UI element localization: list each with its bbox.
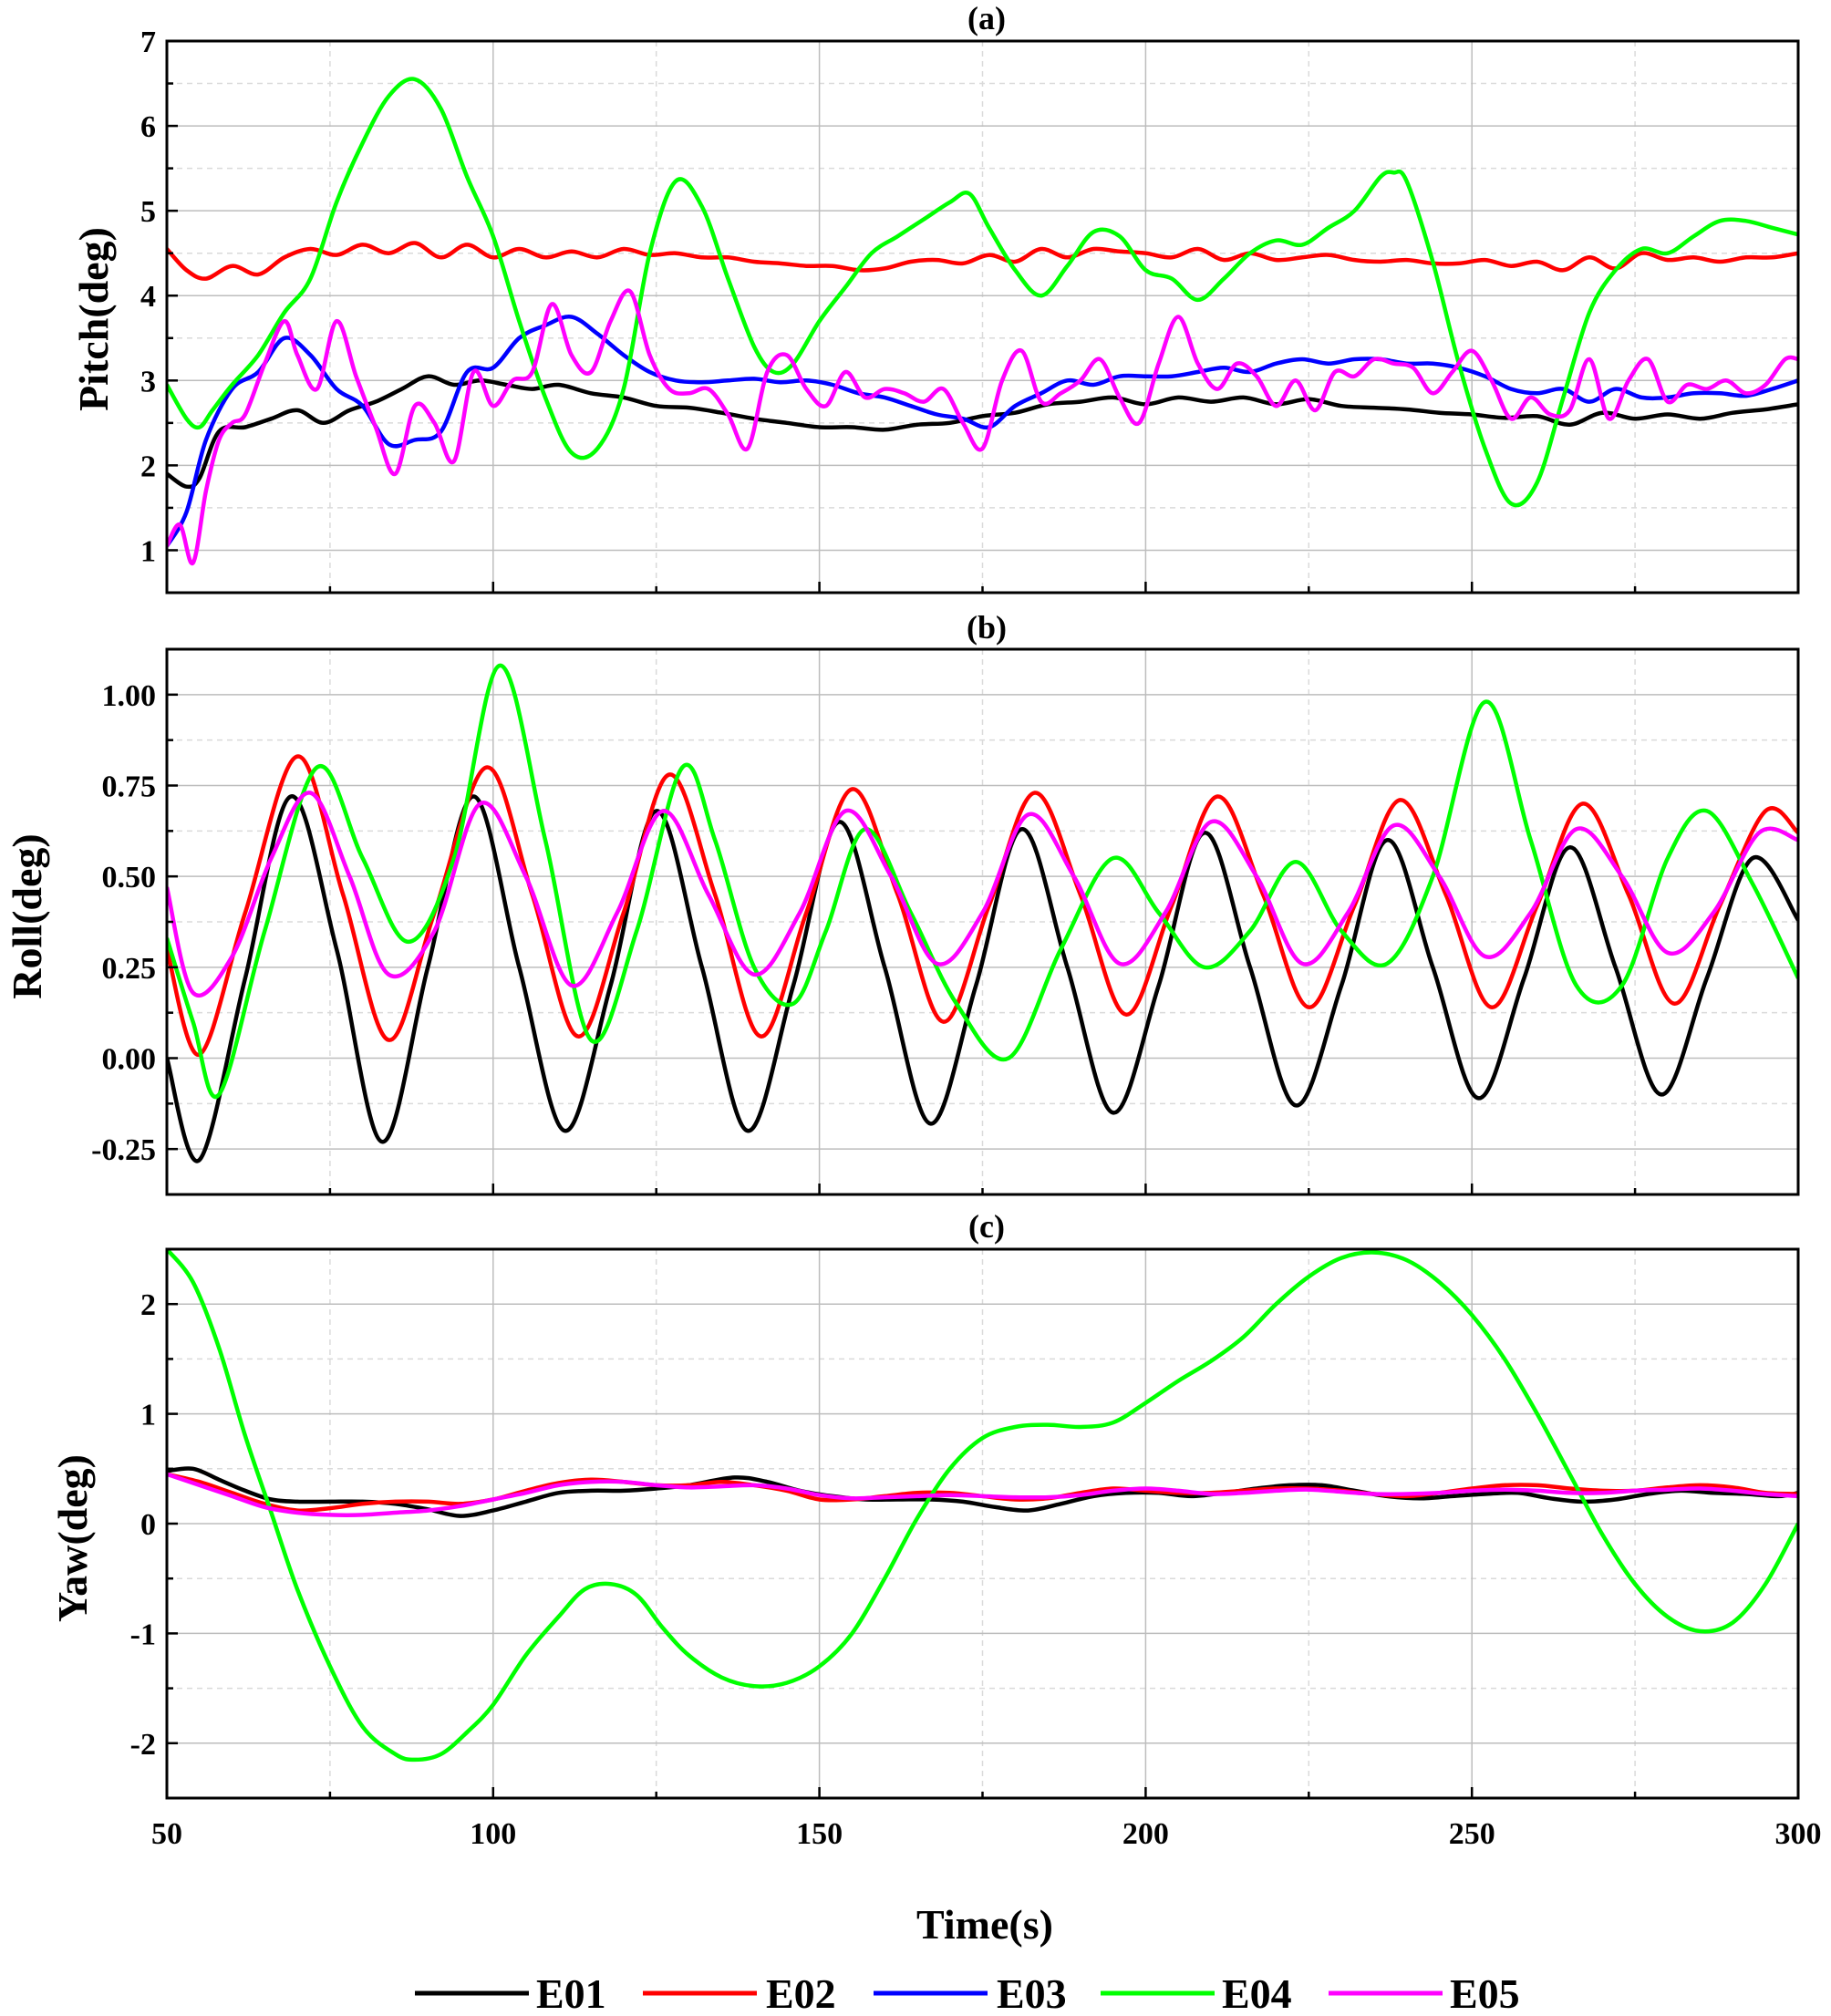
y-tick-label: 6 (140, 110, 156, 144)
y-tick-label: -2 (130, 1728, 156, 1762)
series-e04 (167, 1249, 1798, 1763)
y-tick-label: 2 (140, 450, 156, 483)
y-tick-label: 2 (140, 1288, 156, 1322)
y-tick-label: 7 (140, 26, 156, 59)
panel-b-ylabel: Roll(deg) (4, 833, 50, 998)
y-tick-label: 0.75 (102, 770, 157, 804)
legend-label-e04: E04 (1222, 1970, 1292, 2016)
series-e01 (167, 374, 1798, 490)
panel-a-title: (a) (967, 0, 1006, 36)
y-tick-label: 0.50 (102, 861, 157, 894)
x-tick-label: 100 (470, 1817, 516, 1851)
y-tick-label: 5 (140, 195, 156, 229)
x-tick-label: 250 (1449, 1817, 1495, 1851)
series-e01 (167, 794, 1798, 1163)
series-group (167, 663, 1798, 1163)
series-e01 (167, 1466, 1798, 1518)
series-e05 (167, 288, 1798, 565)
y-tick-label: -1 (130, 1618, 156, 1651)
panel-b-title: (b) (967, 609, 1007, 646)
y-tick-label: 0.25 (102, 952, 157, 986)
series-e04 (167, 77, 1798, 508)
series-e05 (167, 791, 1798, 998)
series-e05 (167, 1472, 1798, 1517)
panel-a-ylabel: Pitch(deg) (70, 227, 117, 411)
y-tick-label: 0 (140, 1508, 156, 1542)
panel-b-plot: -0.25 0.00 0.25 0.50 0.75 1.00 (91, 647, 1800, 1196)
legend: E01 E02 E03 E04 E05 (415, 1970, 1520, 2016)
panel-c-title: (c) (968, 1208, 1005, 1245)
y-tick-label: 0.00 (102, 1043, 157, 1077)
panel-c-ylabel: Yaw(deg) (49, 1454, 96, 1622)
series-e04 (167, 663, 1798, 1100)
legend-label-e02: E02 (766, 1970, 836, 2016)
y-tick-label: 4 (140, 280, 156, 314)
y-tick-label: 1 (140, 534, 156, 568)
y-tick-label: 1.00 (102, 679, 157, 713)
x-tick-label: 50 (151, 1817, 182, 1851)
legend-label-e05: E05 (1450, 1970, 1520, 2016)
x-tick-label: 200 (1122, 1817, 1169, 1851)
panel-a-plot: 1 2 3 4 5 6 7 (140, 26, 1800, 594)
x-tick-label: 150 (796, 1817, 843, 1851)
series-e02 (167, 754, 1798, 1057)
y-tick-label: 1 (140, 1399, 156, 1432)
series-e02 (167, 241, 1798, 281)
x-tick-label: 300 (1775, 1817, 1822, 1851)
legend-label-e01: E01 (536, 1970, 606, 2016)
series-group (167, 1249, 1798, 1763)
legend-label-e03: E03 (997, 1970, 1067, 2016)
series-group (167, 77, 1798, 565)
x-axis-title: Time(s) (916, 1901, 1053, 1948)
series-e03 (167, 315, 1798, 547)
y-tick-label: -0.25 (91, 1133, 156, 1167)
y-tick-label: 3 (140, 365, 156, 398)
